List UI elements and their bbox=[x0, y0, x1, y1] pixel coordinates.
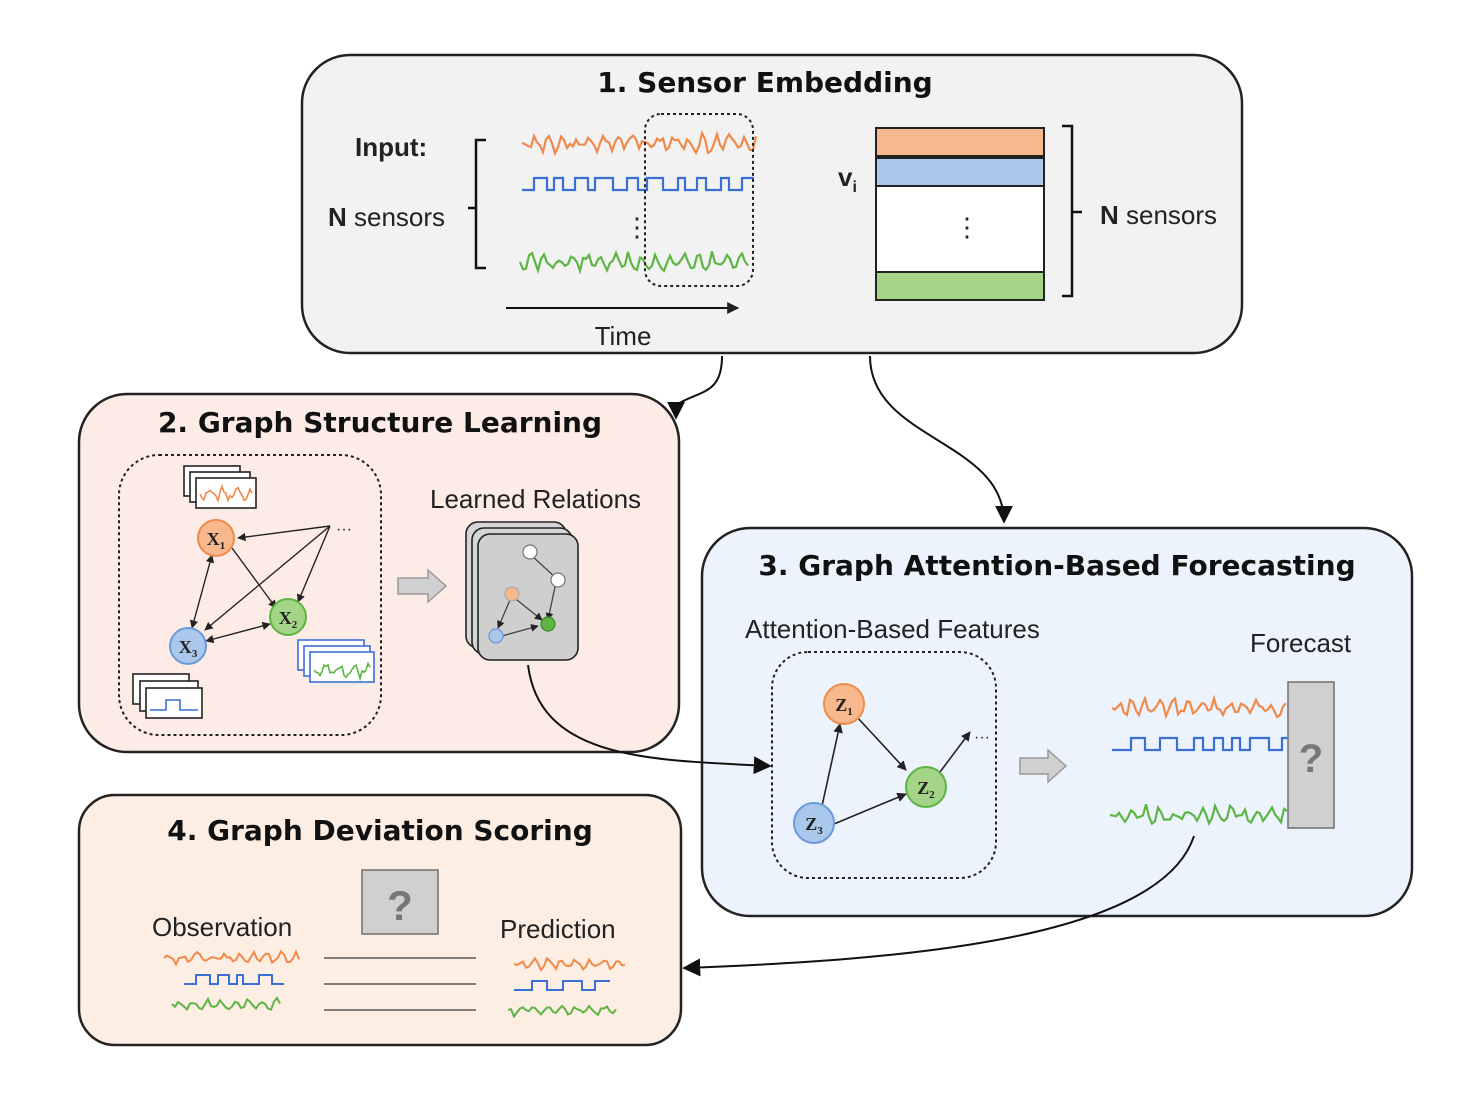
n-sensors-left-n: N bbox=[328, 202, 347, 232]
left-bracket bbox=[468, 138, 486, 270]
svg-text:X2: X2 bbox=[279, 608, 298, 631]
input-ellipsis: ⋮ bbox=[624, 212, 650, 242]
panel-graph-structure-learning: 2. Graph Structure Learning bbox=[77, 392, 681, 754]
node-z2: Z2 bbox=[905, 766, 947, 808]
connector-arrows bbox=[527, 355, 1195, 977]
node-z3: Z3 bbox=[793, 802, 835, 844]
embedding-row-orange bbox=[875, 127, 1045, 157]
prediction-signal-orange bbox=[513, 956, 626, 972]
node-x3: X3 bbox=[169, 627, 207, 665]
embedding-row-blue bbox=[875, 157, 1045, 187]
svg-text:Z3: Z3 bbox=[805, 814, 823, 837]
embedding-row-green bbox=[875, 271, 1045, 301]
prediction-signal-green bbox=[507, 1004, 617, 1019]
forecast-signal-orange bbox=[1111, 694, 1287, 720]
svg-text:Z2: Z2 bbox=[917, 778, 935, 801]
arrow-1-to-3 bbox=[869, 355, 1013, 524]
panel-4-title: 4. Graph Deviation Scoring bbox=[167, 814, 593, 847]
attention-edges bbox=[821, 715, 971, 825]
observation-signal-orange bbox=[163, 949, 300, 967]
forecast-label: Forecast bbox=[1250, 628, 1352, 658]
panel-3-title: 3. Graph Attention-Based Forecasting bbox=[758, 549, 1355, 582]
deviation-question-mark: ? bbox=[387, 882, 413, 929]
svg-text:Z1: Z1 bbox=[835, 695, 853, 718]
hollow-arrow-2 bbox=[397, 568, 448, 604]
time-label: Time bbox=[595, 321, 652, 351]
attention-dotted-region bbox=[771, 651, 997, 879]
panel-2-title: 2. Graph Structure Learning bbox=[158, 406, 602, 439]
n-sensors-right-text: sensors bbox=[1119, 200, 1217, 230]
attention-features-label: Attention-Based Features bbox=[745, 614, 1040, 644]
sliding-window bbox=[644, 113, 754, 287]
vector-sub-i: i bbox=[852, 179, 856, 196]
panel-sensor-embedding: 1. Sensor Embedding Input: N sensors ⋮ T… bbox=[300, 53, 1244, 355]
observation-signal-blue bbox=[184, 974, 284, 985]
blue-signal-card-stack bbox=[132, 673, 203, 719]
node-x2: X2 bbox=[269, 598, 307, 636]
forecast-signal-green bbox=[1109, 802, 1288, 827]
graph-edges bbox=[189, 525, 331, 644]
learned-relations-label: Learned Relations bbox=[430, 484, 641, 514]
orange-signal-card-stack bbox=[183, 465, 257, 509]
hollow-arrow-3 bbox=[1019, 748, 1068, 784]
observation-signal-green bbox=[171, 996, 281, 1012]
graph-ellipsis: ··· bbox=[336, 521, 352, 538]
panel-3-box bbox=[700, 526, 1414, 918]
node-z1: Z1 bbox=[823, 683, 865, 725]
svg-text:X1: X1 bbox=[207, 529, 226, 552]
forecast-unknown-box bbox=[1287, 681, 1335, 829]
comparison-lines bbox=[324, 957, 476, 1011]
prediction-label: Prediction bbox=[500, 914, 616, 944]
arrow-3-to-4 bbox=[682, 835, 1195, 977]
forecast-question-mark: ? bbox=[1299, 737, 1323, 781]
arrow-2-to-3 bbox=[527, 664, 772, 775]
green-signal-card-stack bbox=[297, 639, 375, 683]
deviation-unknown-box bbox=[361, 869, 439, 935]
n-sensors-right-n: N bbox=[1100, 200, 1119, 230]
arrow-1-to-2 bbox=[667, 355, 723, 420]
panel-deviation-scoring: 4. Graph Deviation Scoring ? Observation… bbox=[77, 793, 683, 1047]
embedding-ellipsis: ⋮ bbox=[954, 212, 980, 242]
vector-vi-label: vi bbox=[838, 162, 857, 196]
observation-label: Observation bbox=[152, 912, 292, 942]
vector-v: v bbox=[838, 162, 853, 192]
panel-forecasting: 3. Graph Attention-Based Forecasting Att… bbox=[700, 526, 1414, 918]
input-signal-green bbox=[518, 250, 749, 275]
graph-dotted-region bbox=[118, 454, 382, 736]
attention-ellipsis: ··· bbox=[974, 729, 990, 746]
node-x1: X1 bbox=[197, 519, 235, 557]
n-sensors-left-label: N sensors bbox=[328, 202, 445, 232]
input-signal-orange bbox=[521, 130, 758, 157]
input-signal-blue bbox=[522, 176, 754, 192]
panel-1-title: 1. Sensor Embedding bbox=[597, 66, 932, 99]
n-sensors-left-text: sensors bbox=[347, 202, 445, 232]
right-bracket bbox=[1062, 124, 1082, 298]
n-sensors-right-label: N sensors bbox=[1100, 200, 1217, 230]
prediction-signal-blue bbox=[514, 980, 610, 991]
forecast-signal-blue bbox=[1112, 736, 1288, 752]
svg-text:X3: X3 bbox=[179, 637, 198, 660]
input-label: Input: bbox=[355, 132, 427, 162]
learned-relations-stack bbox=[465, 521, 579, 661]
